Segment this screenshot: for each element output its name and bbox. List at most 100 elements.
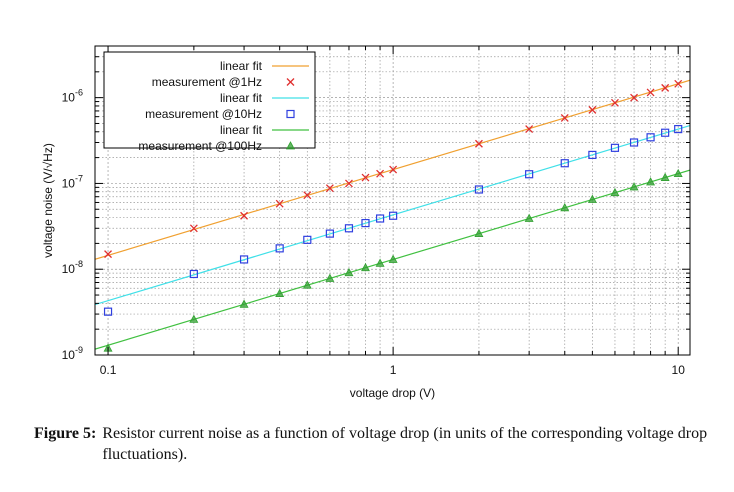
y-tick-base: 10	[62, 91, 76, 105]
marker-stroke	[474, 139, 483, 148]
data-point	[361, 218, 370, 228]
legend-label-fit: linear fit	[220, 91, 263, 105]
data-point	[661, 83, 670, 92]
marker-stroke	[389, 165, 398, 174]
marker-stroke	[630, 93, 639, 102]
y-tick-base: 10	[62, 176, 76, 190]
marker-stroke	[361, 173, 370, 182]
legend-marker	[286, 109, 295, 119]
data-point	[361, 173, 370, 182]
x-axis-title: voltage drop (V)	[350, 386, 435, 400]
data-point	[189, 269, 198, 279]
data-point	[325, 229, 334, 238]
data-point	[610, 98, 619, 107]
data-point	[239, 299, 249, 308]
x-tick-label: 10	[672, 363, 686, 377]
y-tick-base: 10	[62, 262, 76, 276]
data-point	[474, 185, 484, 194]
data-point	[673, 168, 683, 178]
marker-stroke	[560, 113, 569, 122]
y-tick-exponent: -9	[75, 345, 83, 355]
y-tick-exponent: -6	[75, 88, 83, 98]
marker-stroke	[240, 211, 249, 220]
data-point	[103, 307, 113, 316]
data-point	[344, 267, 354, 277]
x-tick-label: 1	[390, 363, 397, 377]
data-point	[302, 280, 312, 289]
data-markers	[103, 79, 683, 352]
marker-stroke	[661, 83, 670, 92]
data-point	[646, 88, 655, 97]
y-tick-label: 10-7	[62, 173, 83, 190]
marker-stroke	[376, 169, 385, 178]
data-point	[361, 262, 370, 272]
data-point	[629, 138, 639, 147]
data-point	[240, 211, 249, 220]
data-point	[525, 125, 534, 134]
y-axis-title: voltage noise (V/√Hz)	[41, 143, 55, 258]
data-point	[375, 214, 385, 223]
data-point	[275, 199, 284, 208]
caption-label: Figure 5:	[34, 425, 97, 442]
data-point	[189, 224, 198, 233]
marker-stroke	[303, 191, 312, 200]
marker-stroke	[345, 179, 353, 188]
legend-box	[103, 51, 316, 149]
legend-label-fit: linear fit	[220, 59, 263, 73]
figure-caption: Figure 5: Resistor current noise as a fu…	[34, 423, 724, 465]
y-tick-label: 10-8	[62, 259, 83, 276]
legend-label-fit: linear fit	[220, 123, 263, 137]
marker-stroke	[646, 88, 655, 97]
data-point	[104, 250, 113, 259]
data-point	[275, 288, 285, 297]
data-point	[630, 93, 639, 102]
data-point	[389, 211, 398, 220]
data-point	[661, 128, 670, 137]
data-point	[560, 113, 569, 122]
data-point	[376, 169, 385, 178]
marker-stroke	[588, 105, 597, 114]
legend-marker	[286, 141, 295, 150]
data-point	[525, 170, 534, 179]
data-point	[375, 258, 385, 267]
data-point	[587, 194, 597, 203]
data-point	[388, 254, 398, 263]
x-tick-label: 0.1	[100, 363, 117, 377]
data-point	[474, 139, 483, 148]
data-point	[610, 187, 620, 197]
plot-frame	[94, 45, 691, 356]
y-tick-label: 10-6	[62, 88, 83, 105]
data-point	[646, 177, 656, 186]
data-point	[674, 79, 683, 88]
data-point	[588, 105, 597, 114]
y-tick-exponent: -8	[75, 259, 83, 269]
data-point	[303, 191, 312, 200]
caption-text: Resistor current noise as a function of …	[102, 425, 708, 463]
data-point	[588, 150, 597, 160]
legend-label-series: measurement @100Hz	[138, 139, 262, 153]
marker-stroke	[104, 250, 113, 259]
legend-label-series: measurement @1Hz	[152, 75, 262, 89]
data-point	[646, 133, 655, 142]
data-point	[325, 273, 335, 282]
marker-stroke	[325, 184, 334, 193]
data-point	[610, 143, 620, 152]
data-point	[389, 165, 398, 174]
data-point	[524, 213, 534, 222]
data-point	[189, 314, 199, 323]
data-point	[344, 224, 354, 233]
marker-stroke	[286, 78, 295, 86]
marker-stroke	[674, 79, 683, 88]
data-point	[660, 172, 670, 181]
legend-label-series: measurement @10Hz	[145, 107, 262, 121]
data-point	[560, 202, 570, 212]
legend-marker	[286, 78, 295, 86]
marker-stroke	[610, 98, 619, 107]
marker-stroke	[525, 125, 534, 134]
marker-stroke	[275, 199, 284, 208]
y-tick-label: 10-9	[62, 345, 83, 362]
data-point	[325, 184, 334, 193]
data-point	[239, 255, 249, 264]
